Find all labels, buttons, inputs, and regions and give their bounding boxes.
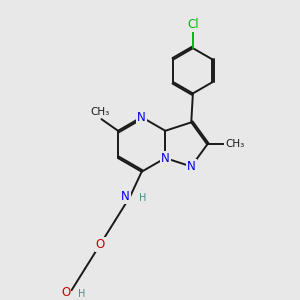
Text: O: O xyxy=(61,286,70,299)
Text: CH₃: CH₃ xyxy=(225,140,244,149)
Text: N: N xyxy=(161,152,170,165)
Text: N: N xyxy=(121,190,130,203)
Text: Cl: Cl xyxy=(187,18,199,32)
Text: H: H xyxy=(139,193,146,203)
Text: N: N xyxy=(137,111,146,124)
Text: O: O xyxy=(95,238,105,251)
Text: H: H xyxy=(78,289,85,299)
Text: N: N xyxy=(187,160,196,173)
Text: CH₃: CH₃ xyxy=(90,107,110,117)
